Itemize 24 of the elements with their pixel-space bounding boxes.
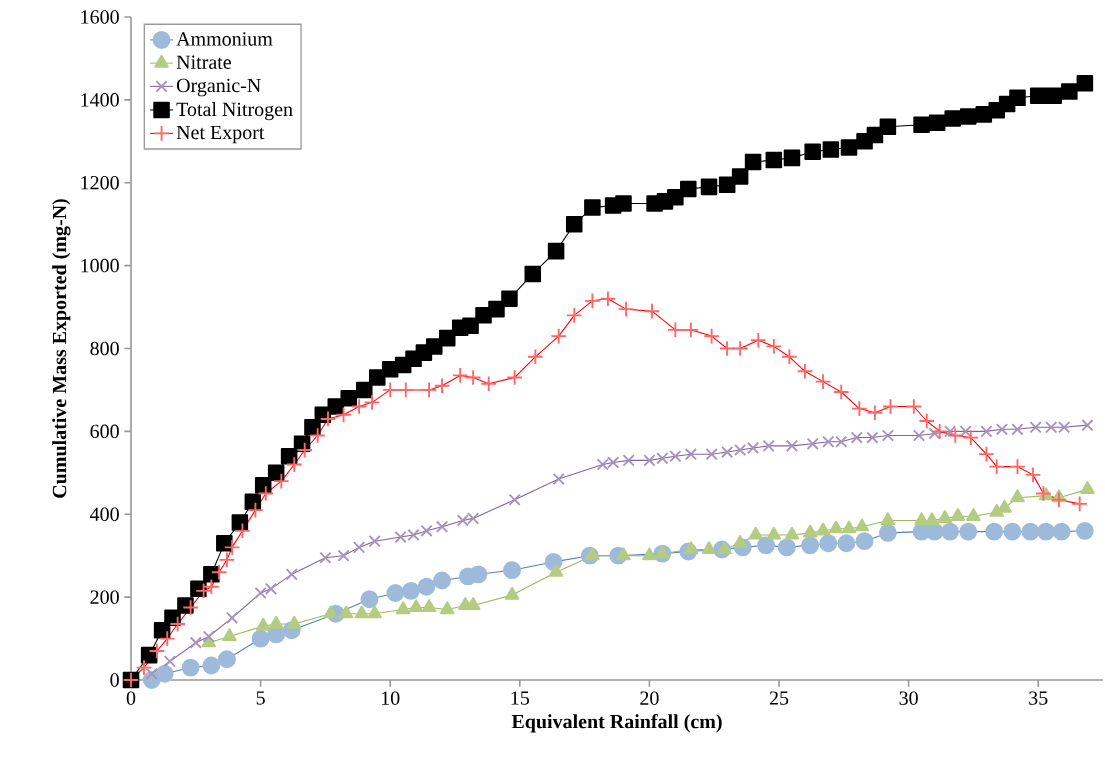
y-tick-label: 1000 [81, 258, 119, 273]
legend-label: Ammonium [176, 32, 273, 46]
x-tick-label: 5 [256, 691, 265, 705]
x-tick-label: 15 [511, 691, 530, 705]
legend-label: Nitrate [176, 55, 231, 69]
y-tick-label: 0 [110, 673, 119, 687]
x-tick-label: 0 [126, 691, 136, 705]
x-axis-title: Equivalent Rainfall (cm) [511, 714, 722, 733]
x-tick-label: 25 [769, 691, 789, 705]
y-tick-label: 400 [90, 507, 119, 521]
x-tick-label: 10 [381, 691, 400, 705]
y-tick-label: 600 [90, 424, 119, 439]
y-tick-label: 1600 [81, 10, 119, 24]
x-tick-label: 35 [1029, 691, 1048, 705]
legend-label: Net Export [176, 125, 265, 144]
y-axis-title: Cumulative Mass Exported (mg-N) [52, 199, 71, 498]
legend-label: Organic-N [176, 78, 261, 97]
legend-label: Total Nitrogen [176, 102, 293, 121]
y-tick-label: 800 [90, 341, 119, 356]
y-tick-label: 1200 [81, 175, 119, 190]
x-tick-label: 30 [899, 691, 918, 705]
y-tick-label: 1400 [81, 93, 119, 107]
x-tick-label: 20 [640, 691, 659, 705]
y-tick-label: 200 [90, 590, 119, 604]
